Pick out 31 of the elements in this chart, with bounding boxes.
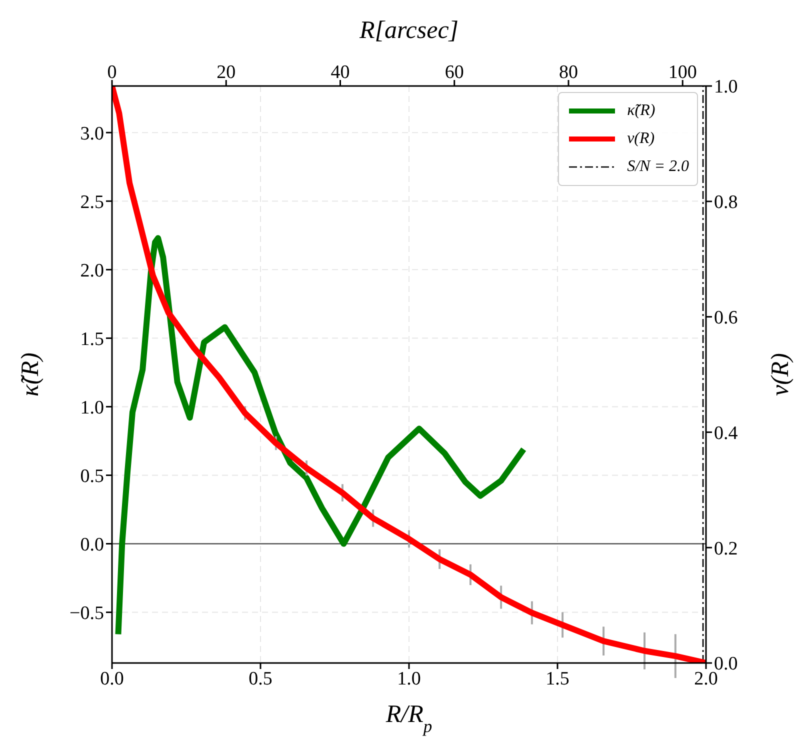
x-tick-label: 2.0 — [694, 668, 718, 690]
y2-axis-title: ν(R) — [767, 352, 794, 396]
y-tick-label: 2.0 — [80, 260, 104, 282]
x2-tick-label: 100 — [668, 62, 697, 83]
y-tick-label: 3.0 — [80, 123, 104, 144]
x-tick-label: 0.5 — [248, 668, 272, 690]
y-tick-label: 0.0 — [80, 534, 104, 556]
x2-tick-label: 80 — [558, 62, 578, 83]
y-tick-label: 2.5 — [80, 192, 104, 213]
x2-tick-label: 0 — [107, 62, 117, 83]
legend-label: ν(R) — [627, 130, 655, 148]
x-tick-label: 1.0 — [397, 668, 421, 690]
y-tick-label: 1.0 — [80, 397, 104, 418]
x-tick-label: 1.5 — [546, 668, 570, 690]
y-tick-label: −0.5 — [70, 603, 104, 624]
y-axis-title: κ̃(R) — [17, 352, 44, 396]
x-tick-label: 0.0 — [100, 668, 124, 690]
x-axis-title: R/R$_{p}$ — [384, 701, 432, 736]
x2-tick-label: 60 — [444, 62, 464, 83]
x2-axis-title: R[arcsec] — [358, 17, 459, 44]
y2-tick-label: 0.6 — [714, 308, 738, 329]
ref-line-label: S/N = 2.0 — [627, 158, 689, 176]
y2-tick-label: 0.8 — [714, 192, 738, 214]
y2-tick-label: 0.4 — [714, 422, 738, 444]
y2-tick-label: 0.2 — [714, 538, 738, 560]
y-tick-label: 1.5 — [80, 328, 104, 350]
x2-tick-label: 40 — [330, 62, 350, 83]
legend-label: κ̃(R) — [627, 102, 656, 120]
x2-tick-label: 20 — [216, 62, 236, 83]
y-tick-label: 0.5 — [80, 466, 104, 487]
y2-tick-label: 1.0 — [714, 76, 738, 98]
